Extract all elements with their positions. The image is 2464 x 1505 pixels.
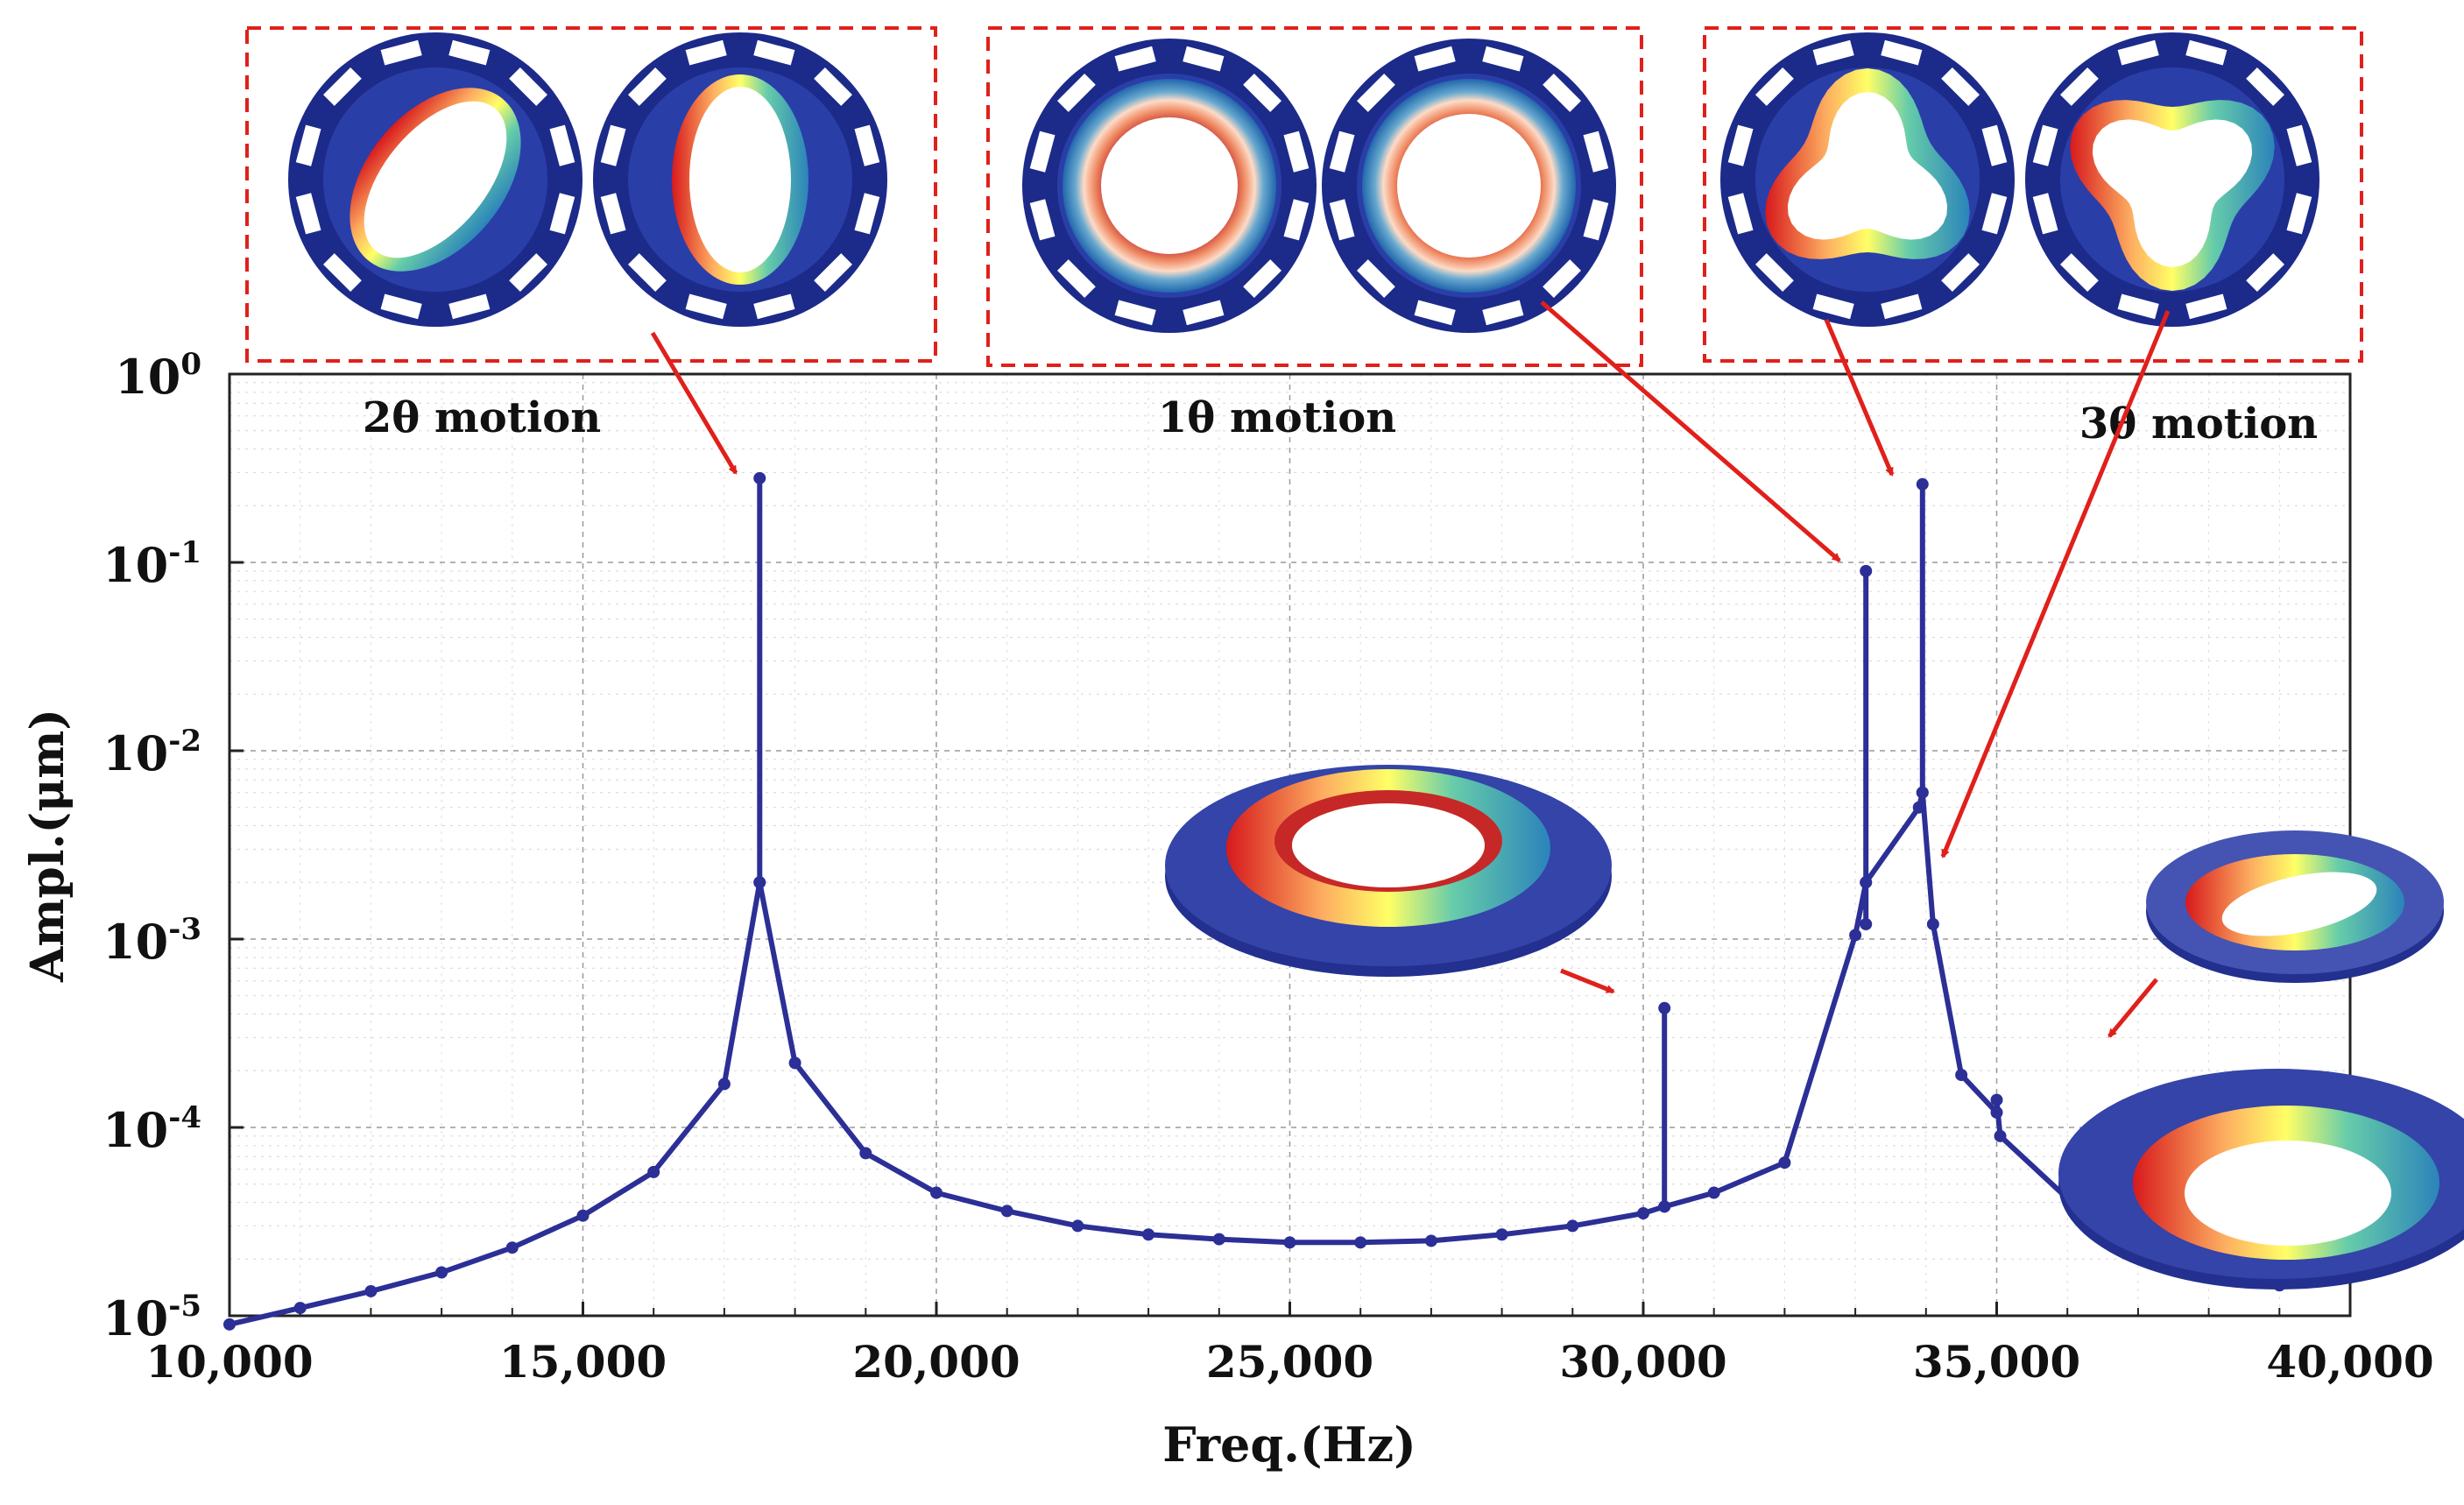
data-point [647,1165,660,1178]
mode-shape-ring-image [1022,39,1317,333]
data-point [1658,1001,1671,1014]
data-point [1000,1205,1013,1218]
y-tick-label: 10-5 [102,1289,201,1346]
x-tick-label: 30,000 [1559,1336,1726,1388]
axis-ticks: 10,000 15,000 20,000 25,000 30,000 35,000 40,0… [102,347,2434,1388]
data-point [1860,917,1873,930]
data-point [1860,876,1873,889]
data-point [576,1209,590,1222]
data-point [1707,1186,1720,1199]
arrow-1theta [1540,300,1841,562]
arrow-3theta-a [1824,319,1895,477]
data-point [1142,1228,1155,1241]
y-tick-label: 100 [115,347,201,405]
data-point [1212,1233,1225,1246]
data-point [1926,917,1939,930]
mode-shape-ring-image [2025,32,2319,327]
annotation-1theta: 1θ motion [1158,393,1396,442]
x-tick-label: 35,000 [1913,1336,2080,1388]
data-point [717,1078,731,1091]
data-point [1424,1234,1437,1247]
y-tick-label: 10-4 [102,1100,201,1158]
data-series [223,471,2286,1331]
mode-shape-ring-image [1322,39,1616,333]
data-point [1916,477,1929,491]
x-tick-label: 40,000 [2266,1336,2433,1388]
mode-shape-images [288,32,2319,333]
data-point [753,876,766,889]
data-point [1912,801,1925,814]
x-tick-label: 15,000 [499,1336,667,1388]
ring-3d-1theta-image [1165,765,1612,977]
data-point [1955,1069,1968,1082]
data-point [788,1056,801,1070]
y-tick-label: 10-2 [102,724,201,781]
y-tick-label: 10-3 [102,912,201,970]
data-point [223,1318,236,1331]
x-tick-label: 20,000 [852,1336,1020,1388]
mode-shape-ring-image [593,32,887,327]
data-point [859,1147,872,1160]
x-axis-title: Freq.(Hz) [1162,1417,1416,1473]
annotation-2theta: 2θ motion [363,393,601,442]
data-point [1778,1156,1791,1169]
data-point [1860,564,1873,577]
data-point [1566,1219,1579,1233]
y-tick-label: 10-1 [102,535,201,593]
inset-box-3theta [1703,26,2363,363]
data-point [753,471,766,484]
data-point [505,1241,519,1254]
ring-3d-3theta-bottom-image [2058,1069,2464,1289]
data-point [930,1186,943,1199]
data-point [1637,1207,1649,1220]
grid [229,374,2350,1316]
data-point [1916,786,1929,799]
ring-3d-3theta-top-image [2146,830,2444,983]
arrow-2theta [650,331,738,475]
arrow-ring3d-3theta [2107,978,2158,1038]
data-point [1990,1106,2003,1119]
inset-box-1theta [986,26,1643,367]
data-point [1994,1129,2007,1142]
arrow-3theta-b [1940,310,2171,858]
arrows [650,300,2171,1038]
x-tick-label: 25,000 [1206,1336,1373,1388]
mode-shape-ring-image [288,32,582,327]
arrow-ring3d-1theta [1560,968,1615,994]
data-point [1495,1228,1508,1241]
inset-box-2theta [245,26,937,363]
data-point [293,1302,307,1315]
data-point [435,1266,448,1279]
x-tick-label: 10,000 [145,1336,313,1388]
data-point [1849,929,1862,942]
data-point [1283,1236,1296,1249]
data-point [1658,1200,1671,1213]
mode-shape-ring-image [1720,32,2015,327]
data-point [1354,1236,1367,1249]
data-point [364,1284,378,1297]
y-axis-title: Ampl.(μm) [21,709,74,983]
data-point [1071,1219,1084,1233]
data-point [1990,1093,2003,1106]
